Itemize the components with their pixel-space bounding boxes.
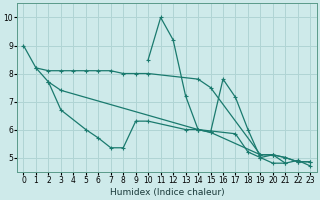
X-axis label: Humidex (Indice chaleur): Humidex (Indice chaleur) bbox=[109, 188, 224, 197]
